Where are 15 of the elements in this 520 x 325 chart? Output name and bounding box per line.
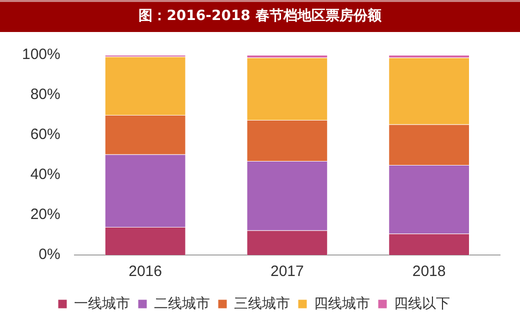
legend-label: 四线以下 bbox=[394, 294, 450, 311]
y-tick-label: 80% bbox=[30, 86, 60, 104]
x-tick-label: 2017 bbox=[270, 263, 304, 280]
legend-label: 一线城市 bbox=[74, 294, 130, 311]
legend-label: 四线城市 bbox=[314, 294, 370, 311]
y-tick-label: 0% bbox=[38, 246, 60, 264]
y-tick-label: 20% bbox=[30, 206, 60, 224]
y-tick-label: 40% bbox=[30, 166, 60, 184]
x-tick-label: 2016 bbox=[128, 263, 162, 280]
legend-label: 二线城市 bbox=[154, 294, 210, 311]
legend-label: 三线城市 bbox=[234, 294, 290, 311]
chart-title: 图：2016-2018 春节档地区票房份额 bbox=[0, 0, 520, 32]
x-tick-label: 2018 bbox=[412, 263, 446, 280]
y-tick-label: 60% bbox=[30, 126, 60, 144]
y-tick-label: 100% bbox=[22, 46, 60, 64]
